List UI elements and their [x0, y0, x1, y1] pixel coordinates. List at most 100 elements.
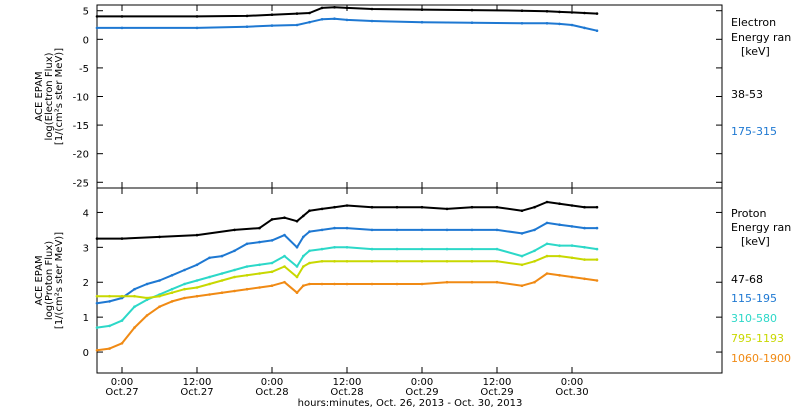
- data-point: [120, 15, 124, 18]
- data-point: [208, 293, 211, 296]
- x-tick-time-label: 12:00: [483, 377, 512, 388]
- data-point: [302, 235, 305, 239]
- data-point: [295, 291, 299, 295]
- y-tick-label: -10: [73, 93, 89, 104]
- data-point: [283, 216, 286, 219]
- data-point: [283, 254, 286, 258]
- data-point: [570, 11, 574, 14]
- data-point: [120, 342, 124, 345]
- data-point: [520, 284, 524, 288]
- data-point: [595, 279, 599, 282]
- legend-entry: 175-315: [731, 125, 777, 138]
- y-tick-label: -20: [73, 150, 89, 161]
- data-point: [245, 242, 249, 246]
- data-point: [233, 268, 236, 272]
- x-tick-time-label: 12:00: [183, 377, 212, 388]
- data-point: [345, 18, 349, 22]
- legend-title-line: Electron: [731, 16, 776, 29]
- data-point: [495, 228, 499, 232]
- y-tick-label: 2: [83, 278, 89, 289]
- legend-title-line: [keV]: [741, 235, 770, 248]
- data-point: [183, 268, 186, 272]
- data-point: [295, 246, 299, 249]
- data-point: [158, 305, 161, 309]
- data-point: [520, 232, 524, 235]
- data-point: [545, 10, 549, 13]
- data-point: [333, 226, 336, 230]
- data-point: [558, 22, 561, 26]
- series-115-195: [95, 221, 599, 305]
- y-tick-label: -25: [73, 178, 89, 189]
- data-point: [570, 225, 574, 228]
- legend-title-line: Energy ran: [731, 221, 791, 234]
- data-point: [333, 17, 336, 21]
- data-point: [320, 260, 324, 263]
- data-point: [345, 226, 349, 230]
- data-point: [108, 347, 111, 350]
- data-point: [295, 23, 299, 27]
- data-point: [583, 277, 586, 281]
- data-point: [220, 272, 224, 275]
- time-axis: 0:00Oct.2712:00Oct.270:00Oct.2812:00Oct.…: [105, 377, 588, 398]
- data-point: [302, 284, 305, 288]
- x-tick-date-label: Oct.27: [105, 387, 138, 398]
- data-point: [370, 260, 374, 263]
- data-point: [320, 247, 324, 251]
- data-point: [95, 301, 99, 305]
- data-point: [133, 326, 136, 329]
- data-point: [302, 214, 305, 218]
- series-175-315: [95, 17, 599, 32]
- legend-title-line: [keV]: [741, 45, 770, 58]
- data-point: [420, 247, 424, 251]
- y-tick-label: -15: [73, 121, 89, 132]
- data-point: [545, 254, 549, 258]
- data-point: [170, 291, 174, 295]
- data-point: [120, 294, 124, 298]
- data-point: [595, 226, 599, 230]
- data-point: [195, 26, 199, 30]
- data-point: [420, 20, 424, 24]
- data-point: [545, 272, 549, 275]
- data-point: [558, 223, 561, 226]
- y-tick-label: 0: [83, 35, 89, 46]
- data-point: [270, 284, 274, 288]
- data-point: [208, 275, 211, 279]
- data-point: [595, 12, 599, 15]
- data-point: [333, 205, 336, 209]
- plot-frame: [96, 187, 723, 374]
- y-tick-label: 1: [83, 313, 89, 324]
- data-point: [220, 279, 224, 282]
- data-point: [395, 247, 399, 251]
- data-point: [470, 8, 474, 12]
- data-point: [195, 279, 199, 282]
- data-point: [308, 11, 311, 15]
- y-tick-label: 5: [83, 7, 89, 18]
- series-line: [96, 221, 597, 305]
- data-point: [295, 275, 299, 279]
- data-point: [308, 230, 311, 233]
- data-point: [370, 7, 374, 11]
- x-tick-date-label: Oct.27: [180, 387, 213, 398]
- data-point: [145, 282, 149, 286]
- data-point: [370, 247, 374, 251]
- data-point: [220, 254, 224, 258]
- data-point: [95, 349, 99, 352]
- data-point: [595, 29, 599, 32]
- data-point: [170, 274, 174, 277]
- plot-frame: [96, 4, 723, 189]
- data-point: [545, 22, 549, 25]
- data-point: [120, 296, 124, 300]
- data-point: [445, 280, 449, 284]
- x-tick-date-label: Oct.30: [555, 387, 588, 398]
- data-point: [295, 219, 299, 223]
- data-point: [533, 260, 536, 263]
- data-point: [158, 279, 161, 282]
- data-point: [345, 246, 349, 249]
- data-point: [270, 24, 274, 27]
- y-axis-label-line: log(Electron Flux): [44, 52, 55, 140]
- data-point: [583, 11, 586, 15]
- x-tick-time-label: 0:00: [411, 377, 433, 388]
- data-point: [270, 218, 274, 221]
- data-point: [395, 260, 399, 263]
- data-point: [445, 260, 449, 263]
